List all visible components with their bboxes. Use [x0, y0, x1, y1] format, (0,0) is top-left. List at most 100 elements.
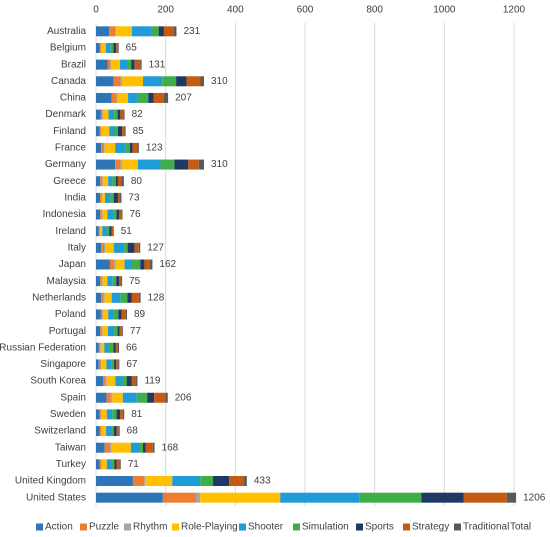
bar-segment — [113, 42, 117, 53]
bar-segment — [139, 442, 144, 453]
bar-segment — [100, 109, 103, 120]
bar-segment — [117, 42, 119, 53]
bar-segment — [122, 409, 125, 420]
bar-segment — [118, 426, 120, 437]
bar-segment — [128, 92, 138, 103]
bar-segment — [107, 326, 115, 337]
bar-segment — [102, 176, 103, 187]
legend-label: Sports — [365, 522, 394, 533]
bar-segment — [186, 76, 201, 87]
bar-segment — [100, 276, 102, 287]
bar-segment — [98, 226, 100, 237]
bar-segment — [96, 176, 101, 187]
bar-segment — [124, 259, 132, 270]
total-label: 65 — [126, 43, 138, 54]
y-tick-label: Spain — [60, 392, 86, 403]
bar-segment — [100, 126, 102, 137]
bar-segment — [101, 209, 103, 220]
bar-segment — [116, 26, 132, 37]
bar-segment — [506, 492, 517, 503]
bar-segment — [111, 292, 121, 303]
x-tick-label: 1000 — [433, 5, 456, 16]
total-label: 89 — [134, 309, 146, 320]
bar-segment — [102, 192, 106, 203]
bar-segment — [102, 326, 108, 337]
bar-segment — [96, 242, 102, 253]
bar-segment — [131, 376, 137, 387]
y-tick-label: Switzerland — [34, 426, 86, 437]
legend-swatch — [403, 523, 410, 531]
bar-segment — [121, 326, 123, 337]
bar-segment — [96, 76, 114, 87]
bar-segment — [162, 492, 196, 503]
bar-segment — [113, 192, 118, 203]
bar-segment — [100, 409, 102, 420]
bar-segment — [115, 142, 126, 153]
bar-segment — [96, 109, 101, 120]
y-tick-label: China — [60, 93, 87, 104]
total-label: 1206 — [523, 492, 546, 503]
y-tick-label: India — [64, 193, 86, 204]
total-label: 73 — [128, 193, 140, 204]
total-label: 310 — [211, 159, 228, 170]
bar-segment — [102, 309, 104, 320]
bar-segment — [116, 276, 119, 287]
bar-segment — [136, 376, 138, 387]
total-label: 67 — [126, 359, 138, 370]
bar-segment — [101, 42, 106, 53]
bar-segment — [112, 392, 123, 403]
bar-segment — [102, 176, 109, 187]
bar-segment — [98, 359, 101, 370]
bar-segment — [99, 409, 101, 420]
bar-segment — [104, 242, 106, 253]
bar-segment — [98, 342, 101, 353]
bar-segment — [120, 292, 128, 303]
bar-segment — [117, 326, 120, 337]
y-tick-label: Australia — [47, 26, 86, 37]
bar-segment — [119, 459, 121, 470]
bar-segment — [100, 309, 103, 320]
bar-segment — [122, 392, 137, 403]
bar-segment — [104, 442, 110, 453]
bar-segment — [96, 292, 102, 303]
bar-segment — [124, 242, 128, 253]
legend-label: Traditional — [463, 522, 509, 533]
bar-segment — [115, 376, 123, 387]
bar-segment — [160, 159, 175, 170]
bar-segment — [127, 59, 132, 70]
bar-segment — [100, 226, 103, 237]
bar-segment — [111, 226, 114, 237]
y-tick-label: Turkey — [56, 459, 86, 470]
bar-segment — [149, 259, 153, 270]
bar-segment — [96, 26, 110, 37]
y-tick-label: Singapore — [40, 359, 86, 370]
bar-segment — [147, 392, 155, 403]
bar-segment — [117, 126, 123, 137]
bar-segment — [103, 309, 109, 320]
bar-segment — [107, 59, 111, 70]
bar-segment — [96, 459, 100, 470]
bar-segment — [96, 376, 103, 387]
legend-swatch — [124, 523, 131, 531]
legend-label: Rhythm — [133, 522, 167, 533]
y-tick-label: Poland — [55, 309, 86, 320]
bar-segment — [107, 209, 114, 220]
bar-segment — [96, 159, 116, 170]
bar-segment — [99, 42, 101, 53]
bar-segment — [122, 76, 144, 87]
y-tick-label: Germany — [45, 159, 86, 170]
bar-segment — [103, 109, 109, 120]
bar-segment — [138, 242, 141, 253]
bar-segment — [106, 459, 111, 470]
y-tick-label: Italy — [68, 242, 86, 253]
bar-segment — [96, 392, 107, 403]
bar-segment — [96, 192, 101, 203]
bar-segment — [109, 226, 112, 237]
bar-segment — [116, 92, 118, 103]
bar-segment — [101, 192, 103, 203]
bar-segment — [200, 492, 281, 503]
bar-segment — [112, 176, 116, 187]
bar-segment — [359, 492, 422, 503]
x-tick-label: 1200 — [503, 5, 526, 16]
bar-segment — [100, 209, 102, 220]
